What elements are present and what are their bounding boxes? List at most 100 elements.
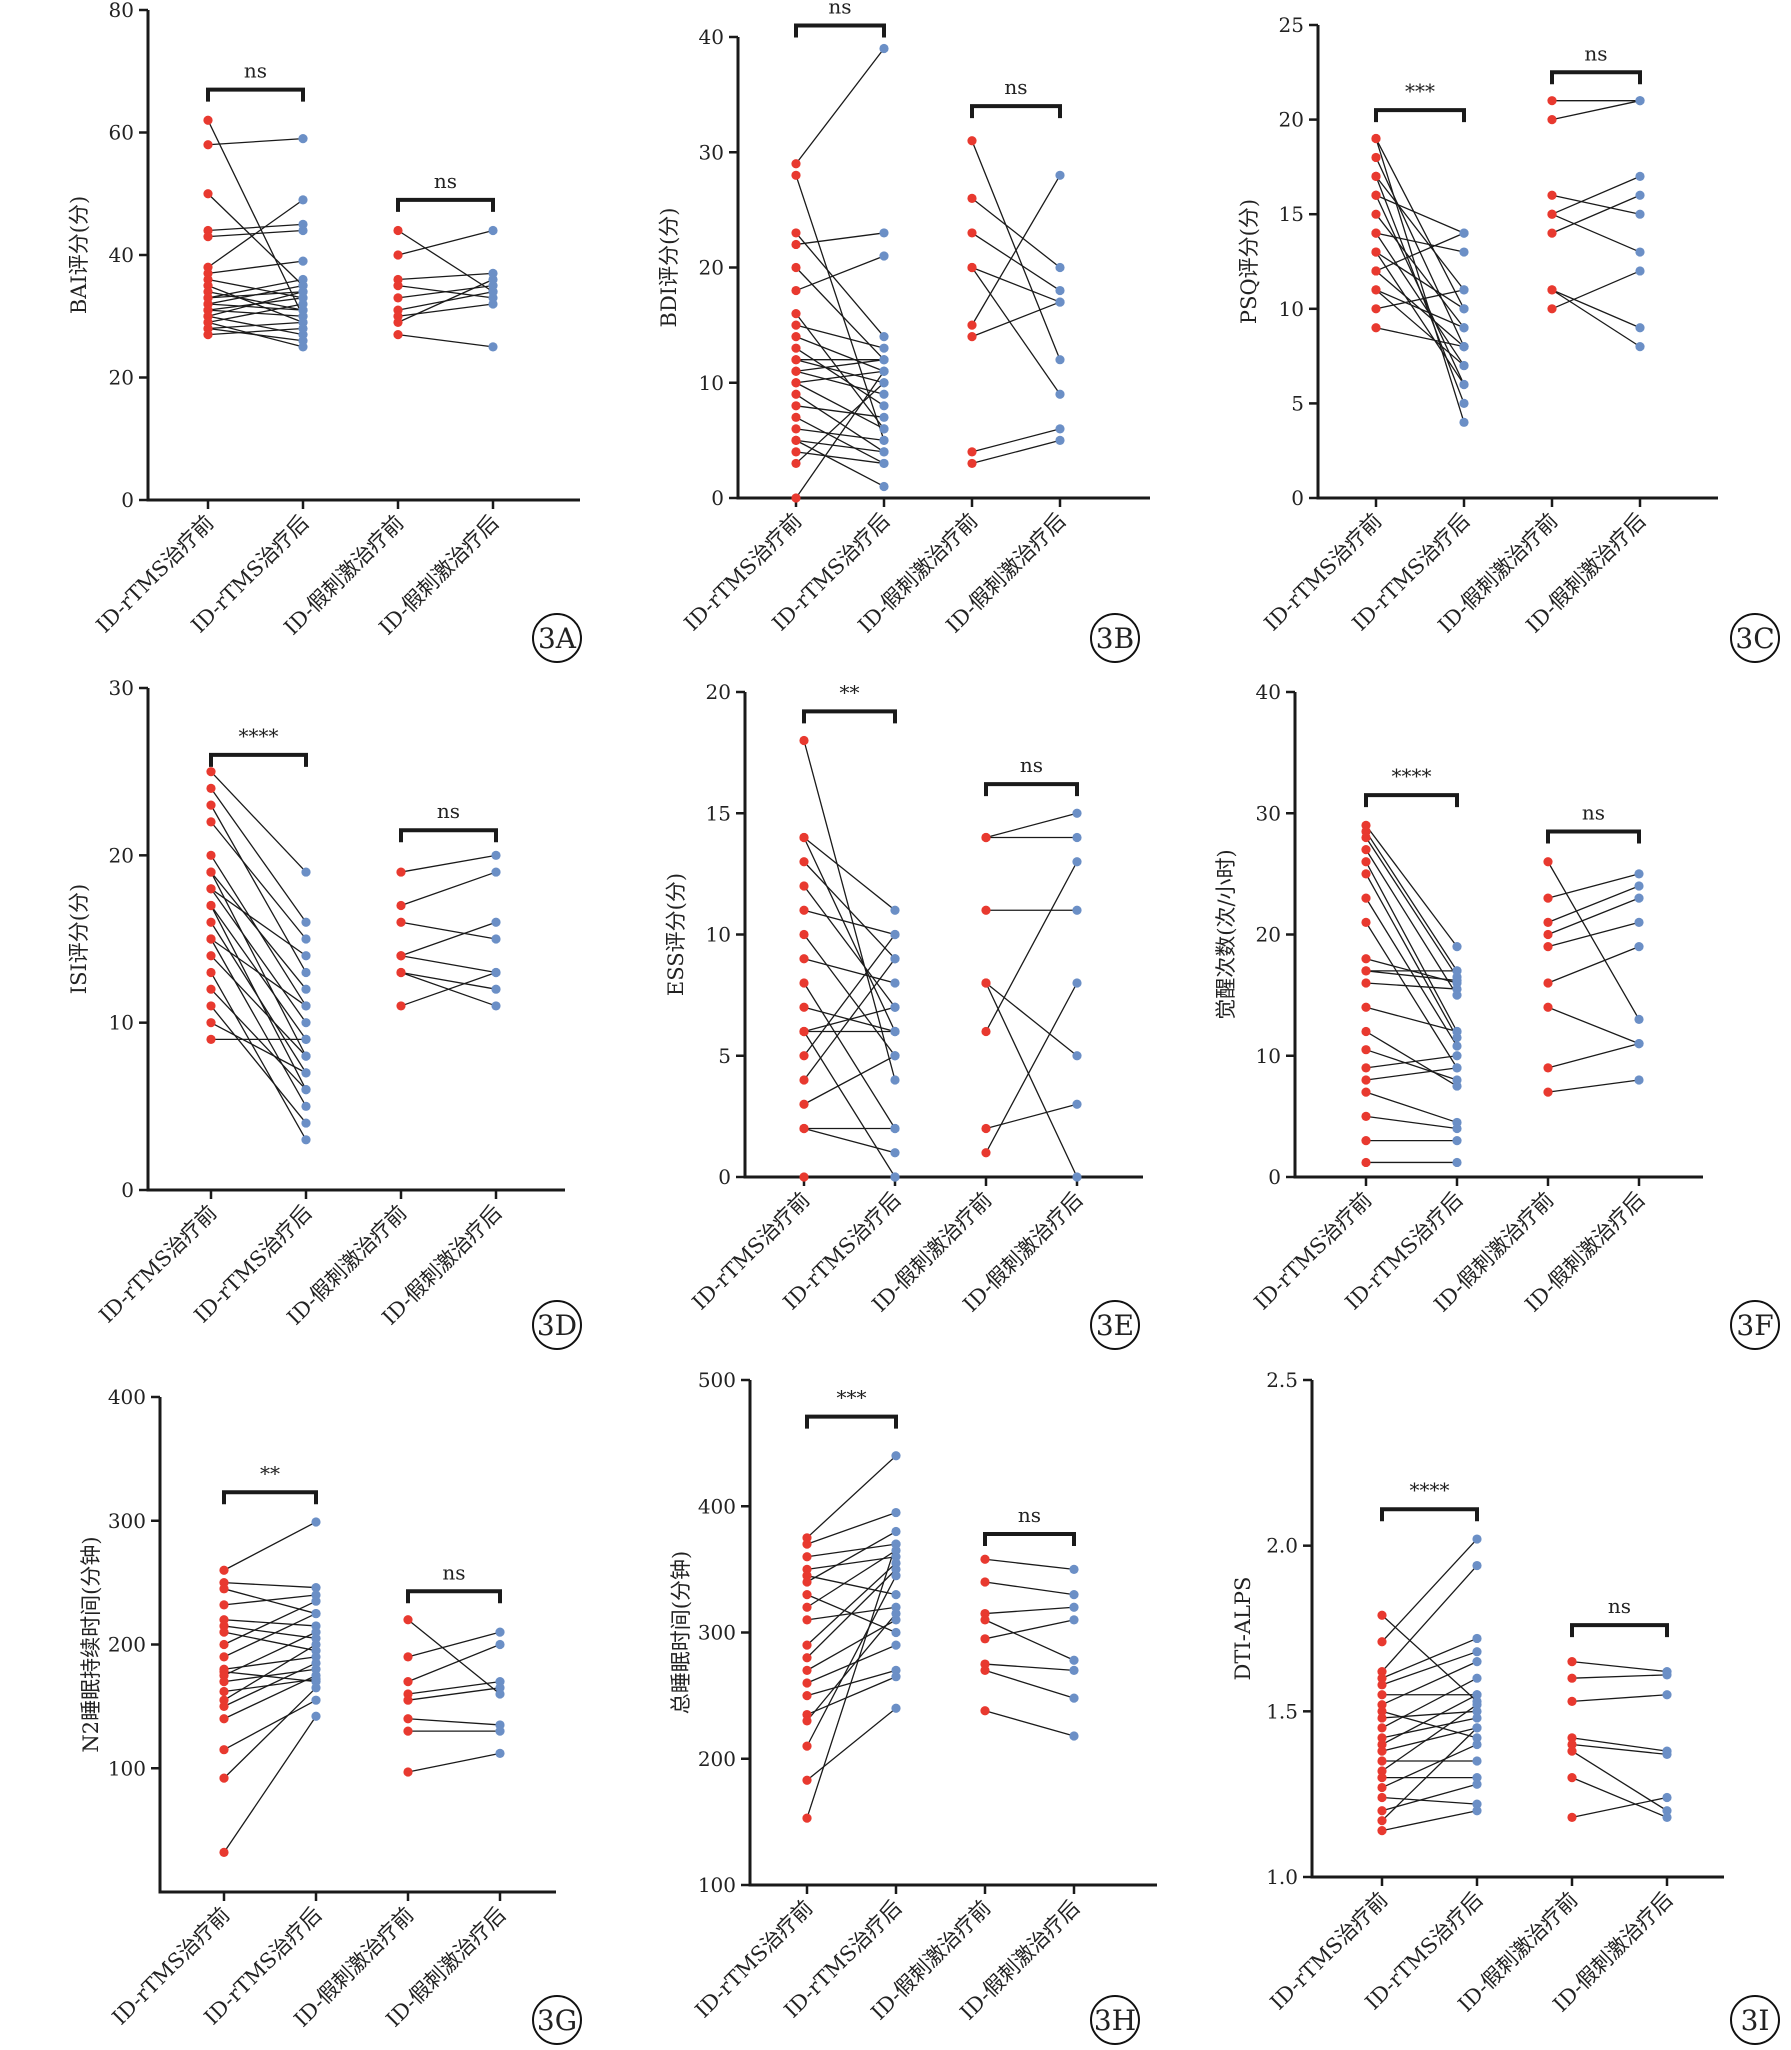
pair-line	[223, 1671, 317, 1683]
data-point-post	[1055, 389, 1065, 399]
data-point-post	[1069, 1655, 1079, 1665]
panel-label-3C: 3C	[1730, 613, 1780, 663]
data-point-post	[1472, 1706, 1482, 1716]
chart-panel-3E: 05101520ESS评分(分)ID-rTMS治疗前ID-rTMS治疗后ID-假…	[664, 680, 1143, 1350]
data-point-post	[1459, 228, 1469, 238]
data-point-pre	[1371, 323, 1381, 333]
data-point-pre	[219, 1677, 229, 1687]
data-point-post	[1662, 1670, 1672, 1680]
data-point-post	[1472, 1723, 1482, 1733]
data-point-pre	[396, 1001, 406, 1011]
panel-label-3D: 3D	[532, 1300, 582, 1350]
data-point-pre	[967, 262, 977, 273]
data-point-pre	[802, 1602, 812, 1612]
pair-line	[1365, 861, 1458, 1032]
data-point-post	[301, 967, 311, 978]
data-point-pre	[206, 783, 216, 794]
data-point-post	[1635, 323, 1645, 333]
data-point-post	[1072, 905, 1082, 915]
pair-line	[795, 359, 885, 384]
pair-line	[985, 982, 1078, 1154]
y-tick-label: 0	[1291, 486, 1304, 510]
data-point-pre	[206, 767, 216, 777]
y-tick-label: 15	[1279, 202, 1304, 226]
data-point-pre	[980, 1554, 990, 1564]
pair-line	[223, 1687, 317, 1779]
data-point-post	[1472, 1756, 1482, 1766]
y-tick-label: 10	[1279, 297, 1304, 321]
significance-label: ns	[434, 169, 457, 193]
y-tick-label: 1.5	[1266, 1699, 1298, 1723]
data-point-post	[311, 1582, 321, 1593]
pair-line	[207, 327, 304, 336]
pair-line	[984, 1581, 1075, 1596]
data-point-post	[1634, 869, 1644, 879]
data-point-pre	[980, 1634, 990, 1644]
data-point-pre	[981, 1148, 991, 1158]
pair-line	[407, 1643, 501, 1683]
significance-label: ****	[1392, 764, 1432, 788]
pair-line	[806, 1530, 897, 1583]
data-point-pre	[219, 1565, 229, 1575]
pair-line	[1375, 232, 1465, 253]
data-point-pre	[1361, 1136, 1371, 1146]
data-point-pre	[799, 1026, 809, 1037]
pair-line	[210, 888, 307, 957]
data-point-pre	[403, 1714, 413, 1724]
data-point-post	[1069, 1602, 1079, 1612]
data-point-pre	[1377, 1733, 1387, 1743]
data-point-post	[298, 287, 308, 297]
data-point-pre	[791, 309, 801, 319]
data-point-post	[879, 481, 889, 492]
pair-line	[400, 955, 497, 974]
data-point-post	[311, 1517, 321, 1527]
data-point-pre	[219, 1639, 229, 1650]
data-point-post	[1472, 1806, 1482, 1816]
data-point-post	[1069, 1665, 1079, 1675]
data-point-pre	[206, 1001, 216, 1011]
panel-label-circle	[532, 1995, 582, 2045]
data-point-pre	[1567, 1673, 1577, 1683]
data-point-pre	[802, 1665, 812, 1675]
y-axis-title: BAI评分(分)	[67, 196, 91, 314]
pair-line	[223, 1521, 317, 1571]
data-point-pre	[219, 1714, 229, 1724]
pair-line	[210, 1005, 307, 1124]
data-point-pre	[1547, 285, 1557, 295]
data-point-post	[1459, 379, 1469, 390]
panel-label-text: 3F	[1736, 1309, 1773, 1342]
data-point-post	[890, 929, 900, 940]
pair-line	[1365, 831, 1458, 972]
y-axis-title: N2睡眠持续时间(分钟)	[79, 1536, 103, 1752]
pair-line	[223, 1674, 317, 1720]
data-point-post	[301, 1068, 311, 1078]
data-point-pre	[791, 355, 801, 365]
pair-line	[1381, 1743, 1478, 1789]
data-point-pre	[1361, 954, 1371, 964]
data-point-pre	[802, 1564, 812, 1574]
pair-line	[207, 327, 304, 342]
pair-line	[1381, 1661, 1478, 1706]
data-point-pre	[1547, 190, 1557, 200]
pair-line	[1365, 1006, 1458, 1033]
data-point-post	[1055, 285, 1065, 296]
data-point-pre	[1377, 1806, 1387, 1816]
y-tick-label: 2.5	[1266, 1368, 1298, 1392]
data-point-post	[311, 1683, 321, 1693]
panel-label-text: 3G	[537, 2004, 577, 2037]
pair-line	[971, 266, 1061, 303]
pair-line	[1571, 1660, 1668, 1673]
pair-line	[1375, 232, 1465, 272]
data-point-pre	[206, 817, 216, 827]
pair-line	[1547, 1006, 1640, 1045]
pair-line	[1375, 213, 1465, 329]
data-point-post	[1069, 1564, 1079, 1574]
chart-panel-3D: 0102030ISI评分(分)ID-rTMS治疗前ID-rTMS治疗后ID-假刺…	[67, 676, 582, 1350]
pair-line	[407, 1687, 501, 1701]
data-point-post	[1055, 424, 1065, 434]
data-point-post	[298, 336, 308, 346]
pair-line	[1365, 982, 1458, 990]
data-point-post	[891, 1507, 901, 1518]
y-tick-label: 20	[1256, 923, 1281, 947]
pair-line	[397, 229, 494, 256]
